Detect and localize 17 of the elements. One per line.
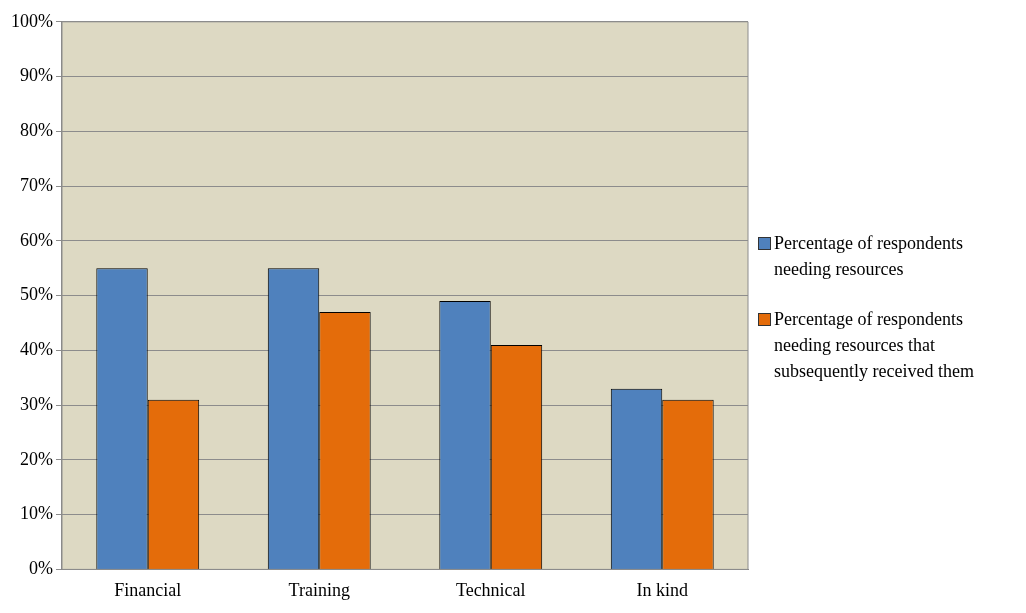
- y-tick-label: 70%: [19, 174, 53, 195]
- y-tick-label: 0%: [28, 558, 53, 579]
- y-tick-label: 90%: [19, 65, 53, 86]
- legend-label: Percentage of respondents needing resources that subsequently received them: [774, 307, 975, 383]
- legend-label: Percentage of respondents needing resources: [774, 231, 964, 281]
- x-tick-label: Training: [288, 579, 350, 600]
- y-tick-label: 30%: [19, 393, 53, 414]
- y-tick-label: 40%: [19, 339, 53, 360]
- x-tick-label: Financial: [114, 579, 182, 600]
- x-tick-label: In kind: [636, 579, 688, 600]
- y-tick-label: 50%: [19, 284, 53, 305]
- y-tick-label: 10%: [19, 503, 53, 524]
- y-tick-label: 100%: [10, 10, 53, 31]
- y-tick-label: 60%: [19, 229, 53, 250]
- x-tick-label: Technical: [455, 579, 526, 600]
- y-tick-label: 20%: [19, 448, 53, 469]
- y-tick-label: 80%: [19, 120, 53, 141]
